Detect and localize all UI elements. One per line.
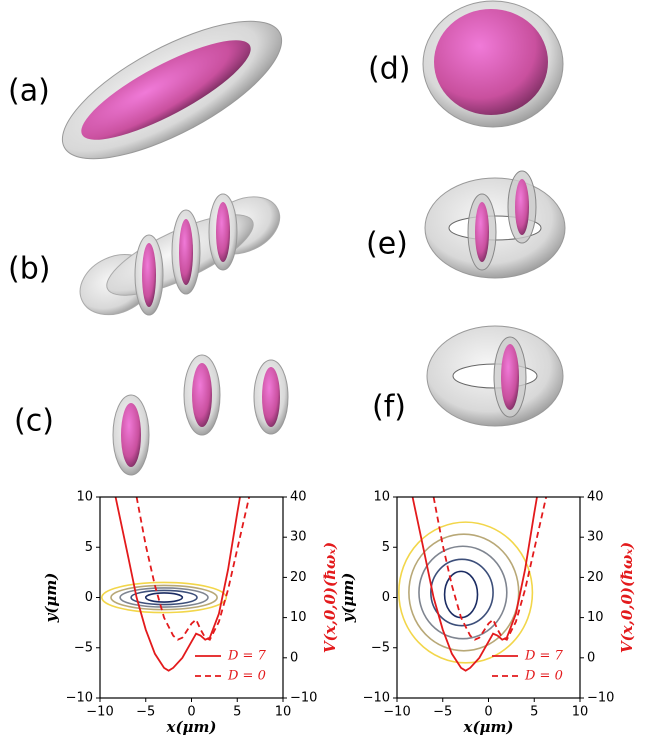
x-tick-label: 5 xyxy=(530,705,538,720)
condensate xyxy=(501,344,519,410)
y-axis-title: y(μm) xyxy=(42,573,60,624)
condensate xyxy=(121,403,141,467)
contour xyxy=(408,533,520,652)
y-tick-label: 0 xyxy=(85,590,93,605)
legend-label: D = 7 xyxy=(524,649,564,664)
condensate xyxy=(142,243,156,307)
x-tick-label: −5 xyxy=(136,705,155,720)
condensate xyxy=(515,179,529,235)
y2-tick-label: −10 xyxy=(290,691,317,706)
y2-tick-label: 30 xyxy=(290,530,307,545)
legend-label: D = 0 xyxy=(227,669,266,684)
y2-tick-label: 10 xyxy=(290,610,307,625)
y2-axis-title: V(x,0,0)(ħωₓ) xyxy=(321,542,339,653)
condensate xyxy=(434,9,548,115)
contour xyxy=(110,584,218,611)
y-tick-label: 10 xyxy=(373,490,390,505)
x-tick-label: −10 xyxy=(383,705,410,720)
y-tick-label: −5 xyxy=(74,640,93,655)
curve xyxy=(432,497,548,641)
condensate xyxy=(192,363,212,427)
y2-tick-label: 0 xyxy=(587,650,595,665)
panel-label: (e) xyxy=(366,227,408,262)
renders xyxy=(61,0,566,476)
y-tick-label: −5 xyxy=(371,640,390,655)
panel-label: (d) xyxy=(368,52,410,87)
contour xyxy=(430,558,494,627)
y2-tick-label: −10 xyxy=(587,691,614,706)
y2-tick-label: 40 xyxy=(290,490,307,505)
y2-tick-label: 30 xyxy=(587,530,604,545)
condensate xyxy=(179,219,193,285)
curve xyxy=(135,497,251,641)
x-axis-title: x(μm) xyxy=(463,718,514,736)
contour xyxy=(101,581,228,614)
y-axis-title: y(μm) xyxy=(339,573,357,624)
y2-tick-label: 40 xyxy=(587,490,604,505)
panel-label: (f) xyxy=(372,390,406,425)
y-tick-label: 5 xyxy=(85,540,93,555)
x-tick-label: 10 xyxy=(275,705,292,720)
y2-tick-label: 0 xyxy=(290,650,298,665)
y2-tick-label: 20 xyxy=(587,570,604,585)
contour xyxy=(119,587,209,608)
panel-label: (c) xyxy=(14,404,54,439)
y-tick-label: −10 xyxy=(363,691,390,706)
y-tick-label: 5 xyxy=(382,540,390,555)
x-tick-label: 0 xyxy=(187,705,195,720)
legend-label: D = 7 xyxy=(227,649,267,664)
y-tick-label: 10 xyxy=(76,490,93,505)
y2-axis-title: V(x,0,0)(ħωₓ) xyxy=(618,542,636,653)
contour xyxy=(418,545,508,640)
curve xyxy=(114,497,241,672)
panel-label: (a) xyxy=(8,74,50,109)
contour xyxy=(144,592,184,603)
plot-area xyxy=(398,497,548,672)
legend-label: D = 0 xyxy=(524,669,563,684)
condensate xyxy=(262,367,280,427)
condensate xyxy=(475,202,489,262)
x-tick-label: 5 xyxy=(233,705,241,720)
y2-tick-label: 20 xyxy=(290,570,307,585)
contour xyxy=(130,589,198,606)
x-tick-label: 10 xyxy=(572,705,589,720)
y-tick-label: 0 xyxy=(382,590,390,605)
x-tick-label: −5 xyxy=(433,705,452,720)
panel-label: (b) xyxy=(8,252,50,287)
y2-tick-label: 10 xyxy=(587,610,604,625)
curve xyxy=(411,497,538,672)
y-tick-label: −10 xyxy=(66,691,93,706)
x-axis-title: x(μm) xyxy=(166,718,217,736)
condensate xyxy=(81,40,251,140)
plot-area xyxy=(101,497,251,672)
x-tick-label: −10 xyxy=(86,705,113,720)
contour xyxy=(398,521,534,664)
condensate xyxy=(216,202,230,262)
x-tick-label: 0 xyxy=(484,705,492,720)
